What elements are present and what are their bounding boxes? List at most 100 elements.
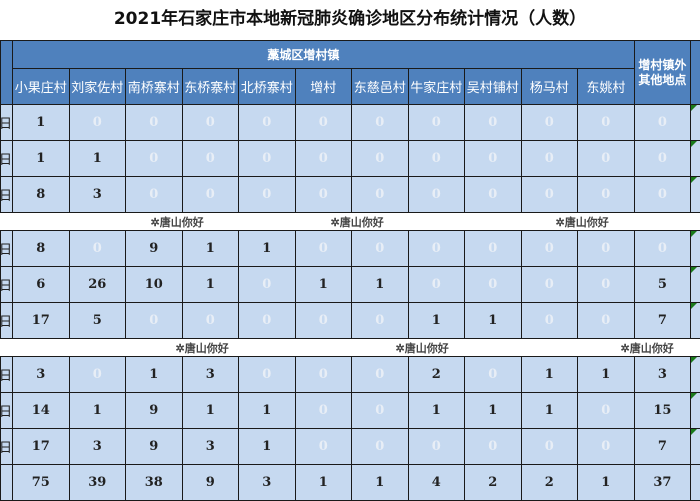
value-cell[interactable]: 0 <box>239 141 296 177</box>
value-cell[interactable]: 6 <box>13 267 70 303</box>
date-cell[interactable]: 日 <box>1 267 13 303</box>
value-cell[interactable]: 1 <box>69 393 126 429</box>
value-cell[interactable]: 5 <box>69 303 126 339</box>
value-cell[interactable]: 0 <box>465 141 522 177</box>
value-cell[interactable]: 7 <box>634 429 691 465</box>
value-cell[interactable]: 0 <box>352 141 409 177</box>
value-cell[interactable]: 0 <box>408 267 465 303</box>
value-cell[interactable]: 3 <box>182 429 239 465</box>
value-cell[interactable]: 0 <box>578 429 635 465</box>
value-cell[interactable]: 8 <box>13 231 70 267</box>
value-cell[interactable]: 3 <box>13 357 70 393</box>
value-cell[interactable]: 0 <box>182 105 239 141</box>
value-cell[interactable]: 5 <box>634 267 691 303</box>
value-cell[interactable]: 0 <box>634 177 691 213</box>
value-cell[interactable]: 0 <box>578 393 635 429</box>
value-cell[interactable]: 0 <box>295 303 352 339</box>
value-cell[interactable]: 0 <box>578 177 635 213</box>
value-cell[interactable]: 0 <box>352 357 409 393</box>
value-cell[interactable]: 1 <box>521 393 578 429</box>
value-cell[interactable]: 0 <box>465 231 522 267</box>
value-cell[interactable]: 0 <box>578 105 635 141</box>
value-cell[interactable]: 0 <box>239 105 296 141</box>
value-cell[interactable]: 0 <box>408 105 465 141</box>
value-cell[interactable]: 1 <box>465 393 522 429</box>
value-cell[interactable]: 0 <box>69 105 126 141</box>
value-cell[interactable]: 0 <box>295 141 352 177</box>
value-cell[interactable]: 1 <box>352 267 409 303</box>
value-cell[interactable]: 0 <box>352 429 409 465</box>
extra-cell[interactable] <box>691 303 700 339</box>
extra-cell[interactable] <box>691 429 700 465</box>
value-cell[interactable]: 9 <box>126 393 183 429</box>
value-cell[interactable]: 10 <box>126 267 183 303</box>
value-cell[interactable]: 1 <box>182 231 239 267</box>
value-cell[interactable]: 1 <box>578 357 635 393</box>
value-cell[interactable]: 7 <box>634 303 691 339</box>
value-cell[interactable]: 0 <box>465 357 522 393</box>
value-cell[interactable]: 1 <box>295 465 352 501</box>
value-cell[interactable]: 0 <box>465 177 522 213</box>
value-cell[interactable]: 75 <box>13 465 70 501</box>
value-cell[interactable]: 1 <box>408 393 465 429</box>
value-cell[interactable]: 0 <box>465 105 522 141</box>
value-cell[interactable]: 0 <box>182 177 239 213</box>
value-cell[interactable]: 0 <box>182 141 239 177</box>
value-cell[interactable]: 3 <box>634 357 691 393</box>
value-cell[interactable]: 0 <box>352 105 409 141</box>
date-cell[interactable]: 日 <box>1 357 13 393</box>
extra-cell[interactable] <box>691 231 700 267</box>
value-cell[interactable]: 0 <box>295 393 352 429</box>
value-cell[interactable]: 1 <box>13 105 70 141</box>
value-cell[interactable]: 9 <box>182 465 239 501</box>
value-cell[interactable]: 1 <box>182 267 239 303</box>
value-cell[interactable]: 0 <box>521 429 578 465</box>
value-cell[interactable]: 0 <box>465 267 522 303</box>
value-cell[interactable]: 0 <box>521 267 578 303</box>
value-cell[interactable]: 1 <box>239 231 296 267</box>
value-cell[interactable]: 1 <box>578 465 635 501</box>
value-cell[interactable]: 0 <box>465 429 522 465</box>
date-cell[interactable]: 日 <box>1 303 13 339</box>
value-cell[interactable]: 0 <box>295 177 352 213</box>
value-cell[interactable]: 0 <box>239 177 296 213</box>
value-cell[interactable]: 0 <box>69 231 126 267</box>
value-cell[interactable]: 0 <box>352 303 409 339</box>
extra-cell[interactable] <box>691 141 700 177</box>
value-cell[interactable]: 2 <box>408 357 465 393</box>
date-cell[interactable]: 日 <box>1 177 13 213</box>
value-cell[interactable]: 2 <box>521 465 578 501</box>
value-cell[interactable]: 9 <box>126 231 183 267</box>
value-cell[interactable]: 0 <box>578 303 635 339</box>
value-cell[interactable]: 17 <box>13 429 70 465</box>
value-cell[interactable]: 14 <box>13 393 70 429</box>
value-cell[interactable]: 4 <box>408 465 465 501</box>
date-cell[interactable] <box>1 465 13 501</box>
extra-cell[interactable] <box>691 465 700 501</box>
value-cell[interactable]: 1 <box>408 303 465 339</box>
value-cell[interactable]: 1 <box>13 141 70 177</box>
value-cell[interactable]: 39 <box>69 465 126 501</box>
extra-cell[interactable] <box>691 177 700 213</box>
value-cell[interactable]: 0 <box>408 177 465 213</box>
value-cell[interactable]: 0 <box>578 267 635 303</box>
value-cell[interactable]: 3 <box>239 465 296 501</box>
date-cell[interactable]: 日 <box>1 141 13 177</box>
value-cell[interactable]: 0 <box>295 105 352 141</box>
extra-cell[interactable] <box>691 393 700 429</box>
value-cell[interactable]: 1 <box>465 303 522 339</box>
value-cell[interactable]: 38 <box>126 465 183 501</box>
value-cell[interactable]: 0 <box>69 357 126 393</box>
value-cell[interactable]: 8 <box>13 177 70 213</box>
value-cell[interactable]: 1 <box>295 267 352 303</box>
value-cell[interactable]: 37 <box>634 465 691 501</box>
value-cell[interactable]: 0 <box>295 429 352 465</box>
value-cell[interactable]: 15 <box>634 393 691 429</box>
value-cell[interactable]: 0 <box>239 303 296 339</box>
value-cell[interactable]: 3 <box>69 429 126 465</box>
date-cell[interactable]: 日 <box>1 105 13 141</box>
value-cell[interactable]: 0 <box>182 303 239 339</box>
value-cell[interactable]: 0 <box>634 231 691 267</box>
value-cell[interactable]: 0 <box>634 105 691 141</box>
extra-cell[interactable] <box>691 357 700 393</box>
